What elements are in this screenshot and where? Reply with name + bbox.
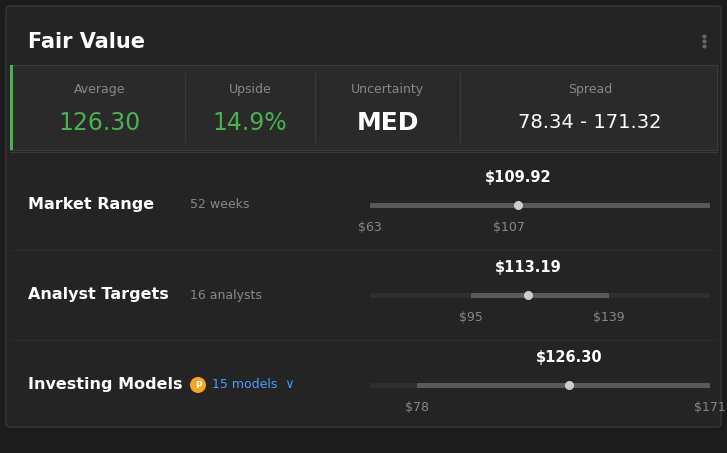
Text: 14.9%: 14.9% (213, 111, 287, 135)
Bar (471, 293, 609, 298)
Text: 126.30: 126.30 (58, 111, 140, 135)
Text: 16 analysts: 16 analysts (190, 289, 262, 302)
Text: P: P (195, 381, 201, 390)
Bar (417, 382, 710, 387)
Text: $126.30: $126.30 (536, 350, 603, 365)
Text: $78: $78 (405, 401, 429, 414)
Text: Investing Models: Investing Models (28, 377, 182, 392)
Bar (370, 382, 710, 387)
Bar (370, 202, 710, 207)
Text: $95: $95 (459, 311, 483, 324)
Text: $107: $107 (493, 221, 524, 234)
FancyBboxPatch shape (6, 6, 721, 427)
Text: 15 models  ∨: 15 models ∨ (212, 379, 294, 391)
Text: Uncertainty: Uncertainty (351, 82, 424, 96)
Text: 52 weeks: 52 weeks (190, 198, 249, 212)
Text: $109.92: $109.92 (484, 170, 551, 185)
Text: $63: $63 (358, 221, 382, 234)
Text: $171: $171 (694, 401, 726, 414)
Text: Fair Value: Fair Value (28, 32, 145, 52)
Text: 78.34 - 171.32: 78.34 - 171.32 (518, 114, 662, 132)
Text: Spread: Spread (568, 82, 612, 96)
Bar (10, 65, 13, 150)
Text: Analyst Targets: Analyst Targets (28, 288, 169, 303)
Bar (370, 293, 710, 298)
Text: $139: $139 (593, 311, 625, 324)
Bar (370, 202, 710, 207)
Circle shape (190, 377, 206, 393)
Text: Market Range: Market Range (28, 198, 154, 212)
Text: Average: Average (73, 82, 125, 96)
Text: Upside: Upside (228, 82, 271, 96)
Text: MED: MED (356, 111, 419, 135)
Text: $113.19: $113.19 (494, 260, 561, 275)
FancyBboxPatch shape (10, 65, 717, 150)
